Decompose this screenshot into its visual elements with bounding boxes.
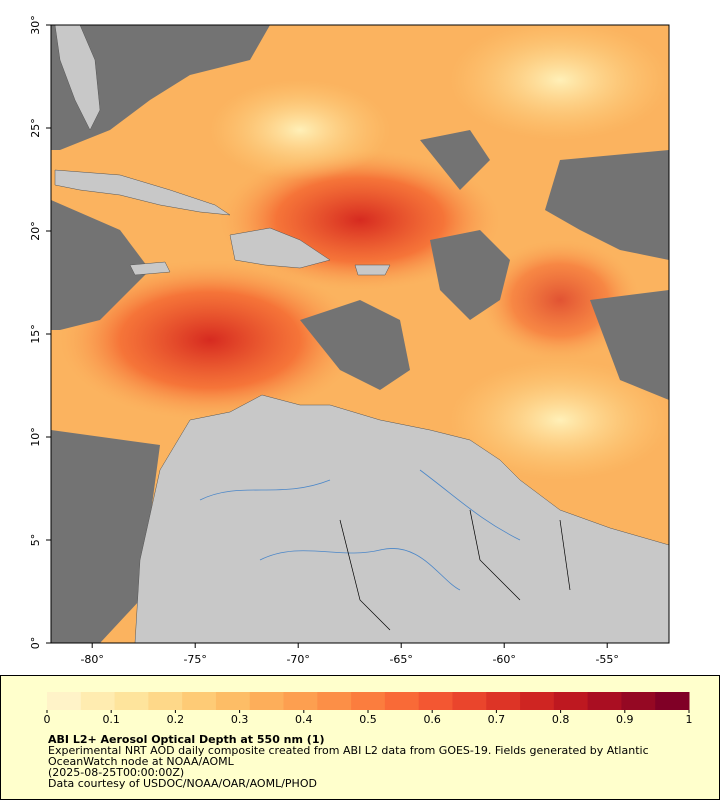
colorbar-tick-label: 0.1 xyxy=(102,713,120,726)
caption-line: Data courtesy of USDOC/NOAA/OAR/AOML/PHO… xyxy=(48,777,317,790)
y-tick-label: 10° xyxy=(29,427,42,447)
colorbar-tick-label: 0.3 xyxy=(231,713,249,726)
x-tick-label: -60° xyxy=(492,653,515,666)
y-tick-label: 5° xyxy=(29,534,42,547)
x-tick-label: -75° xyxy=(183,653,206,666)
y-tick-label: 30° xyxy=(29,15,42,35)
y-tick-label: 25° xyxy=(29,118,42,138)
y-tick-label: 15° xyxy=(29,324,42,344)
colorbar-segment xyxy=(283,692,318,710)
colorbar-segment xyxy=(418,692,453,710)
colorbar-segment xyxy=(80,692,116,710)
colorbar-segment xyxy=(317,692,352,710)
caption-line: OceanWatch node at NOAA/AOML xyxy=(48,755,235,768)
colorbar-segment xyxy=(182,692,217,710)
colorbar-tick-label: 0.6 xyxy=(423,713,441,726)
colorbar-tick-label: 0 xyxy=(44,713,51,726)
colorbar-segment xyxy=(520,692,555,710)
colorbar-segment xyxy=(486,692,521,710)
colorbar-segment xyxy=(47,692,82,710)
x-tick-label: -80° xyxy=(80,653,103,666)
colorbar-tick-label: 0.5 xyxy=(359,713,377,726)
caption-line: (2025-08-25T00:00:00Z) xyxy=(48,766,184,779)
colorbar-tick-label: 0.8 xyxy=(552,713,570,726)
colorbar-segment xyxy=(351,692,386,710)
colorbar-tick-label: 1 xyxy=(686,713,693,726)
y-tick-label: 0° xyxy=(29,637,42,650)
colorbar-segment xyxy=(114,692,149,710)
caption-line: Experimental NRT AOD daily composite cre… xyxy=(48,744,649,757)
caption-title: ABI L2+ Aerosol Optical Depth at 550 nm … xyxy=(48,733,325,746)
colorbar-segment xyxy=(215,692,251,710)
colorbar-tick-label: 0.9 xyxy=(616,713,634,726)
colorbar-segment xyxy=(384,692,420,710)
colorbar-tick-label: 0.2 xyxy=(167,713,185,726)
x-tick-label: -55° xyxy=(595,653,618,666)
x-tick-label: -70° xyxy=(286,653,309,666)
x-tick-label: -65° xyxy=(389,653,412,666)
colorbar-segment xyxy=(553,692,589,710)
colorbar-segment xyxy=(621,692,656,710)
y-tick-label: 20° xyxy=(29,221,42,241)
colorbar-tick-label: 0.7 xyxy=(488,713,506,726)
colorbar-segment xyxy=(148,692,183,710)
colorbar-segment xyxy=(452,692,487,710)
colorbar-segment xyxy=(249,692,285,710)
colorbar-segment xyxy=(655,692,690,710)
colorbar-tick-label: 0.4 xyxy=(295,713,313,726)
map-image xyxy=(51,25,669,643)
colorbar-segment xyxy=(587,692,622,710)
